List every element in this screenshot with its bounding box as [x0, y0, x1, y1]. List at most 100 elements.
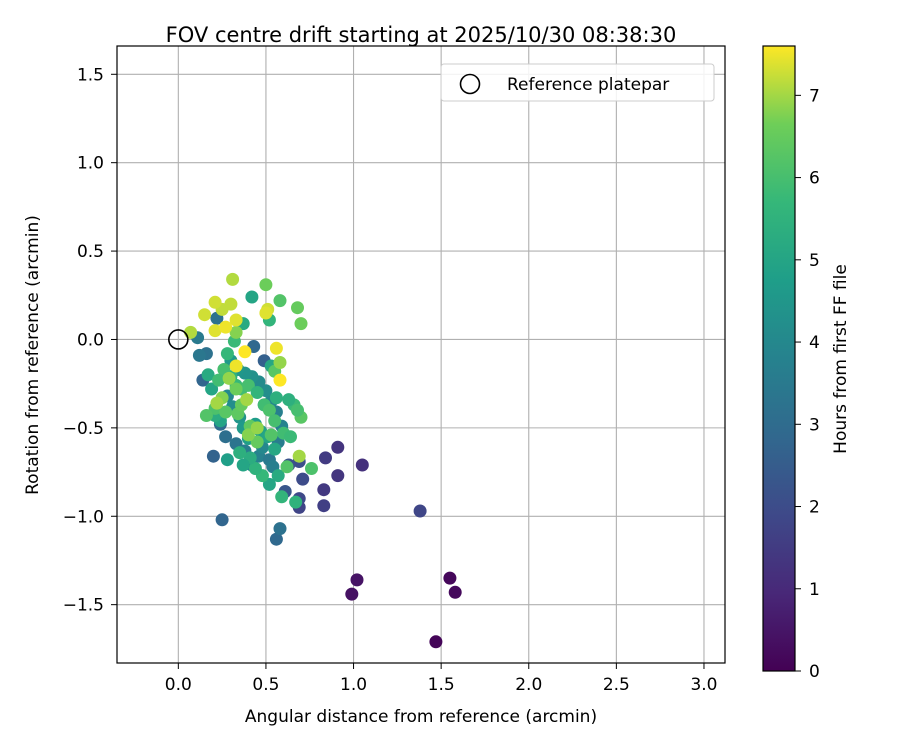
scatter-point	[229, 382, 243, 396]
scatter-point	[273, 294, 287, 308]
scatter-point	[205, 382, 219, 396]
x-tick-label: 1.0	[340, 675, 367, 695]
scatter-point	[289, 495, 303, 509]
scatter-point	[215, 513, 229, 527]
colorbar-tick-label: 3	[809, 415, 820, 435]
y-tick-label: −1.5	[63, 596, 104, 616]
scatter-point	[355, 458, 369, 472]
legend-box	[440, 63, 715, 102]
scatter-point	[273, 356, 287, 369]
scatter-point	[273, 373, 287, 387]
scatter-point	[292, 449, 306, 463]
x-tick-label: 0.0	[165, 675, 192, 695]
scatter-point	[319, 451, 332, 465]
scatter-point	[210, 396, 224, 410]
scatter-points	[184, 272, 462, 649]
colorbar-tick-label: 0	[809, 662, 820, 682]
scatter-point	[345, 587, 359, 601]
scatter-point	[238, 345, 252, 359]
colorbar-tick-label: 2	[809, 498, 820, 518]
y-tick-label: −1.0	[63, 507, 104, 527]
scatter-point	[350, 573, 364, 587]
scatter-point	[259, 278, 273, 292]
colorbar-tick-label: 7	[809, 86, 820, 106]
scatter-point	[248, 462, 262, 475]
x-axis-label: Angular distance from reference (arcmin)	[245, 707, 597, 727]
colorbar-tick-label: 4	[809, 333, 820, 353]
scatter-point	[262, 403, 276, 417]
scatter-point	[241, 428, 255, 442]
chart-title: FOV centre drift starting at 2025/10/30 …	[166, 23, 677, 47]
scatter-point	[269, 391, 283, 405]
scatter-point	[317, 483, 331, 497]
colorbar-tick-label: 1	[809, 580, 820, 600]
scatter-point	[448, 585, 462, 599]
scatter-point	[250, 435, 264, 449]
scatter-point	[268, 442, 282, 456]
x-tick-label: 1.5	[428, 675, 455, 695]
scatter-point	[271, 469, 285, 483]
scatter-point	[280, 460, 294, 474]
scatter-point	[229, 359, 243, 373]
scatter-point	[220, 453, 234, 467]
scatter-point	[184, 325, 198, 339]
scatter-point	[208, 295, 222, 309]
plot-frame	[116, 45, 726, 664]
scatter-point	[305, 462, 318, 475]
scatter-point	[222, 371, 236, 385]
y-tick-label: 0.0	[77, 330, 104, 350]
colorbar-ticks: 0 1 2 3 4 5 6 7	[795, 86, 820, 682]
legend: Reference platepar	[440, 63, 715, 102]
scatter-point	[269, 341, 283, 355]
colorbar-label: Hours from first FF file	[831, 264, 851, 454]
scatter-point	[413, 504, 427, 518]
scatter-point	[250, 386, 264, 399]
scatter-point	[219, 320, 233, 334]
scatter-point	[331, 440, 345, 454]
scatter-point	[219, 405, 233, 419]
scatter-point	[233, 446, 247, 460]
scatter-point	[284, 430, 297, 444]
scatter-point	[245, 290, 259, 304]
scatter-point	[229, 313, 243, 327]
scatter-point	[212, 373, 226, 387]
x-tick-label: 3.0	[690, 675, 717, 695]
scatter-point	[429, 635, 443, 649]
scatter-point	[443, 571, 457, 585]
scatter-point	[226, 272, 240, 286]
scatter-point	[331, 469, 345, 483]
scatter-point	[220, 347, 234, 361]
scatter-point	[199, 409, 213, 422]
scatter-point	[269, 532, 283, 546]
x-tick-label: 2.0	[515, 675, 542, 695]
scatter-point	[317, 499, 331, 513]
scatter-point	[250, 421, 264, 435]
colorbar-tick-label: 5	[809, 251, 820, 271]
scatter-point	[236, 458, 250, 472]
colorbar-gradient	[762, 45, 796, 672]
scatter-point	[259, 306, 273, 320]
scatter-point	[198, 308, 212, 322]
scatter-point	[241, 378, 255, 392]
scatter-point	[296, 472, 310, 486]
y-tick-label: 1.5	[77, 65, 104, 85]
y-tick-label: 0.5	[77, 242, 104, 262]
reference-platepar-marker	[168, 329, 189, 350]
y-axis-label: Rotation from reference (arcmin)	[23, 215, 43, 495]
y-tick-label: 1.0	[77, 154, 104, 174]
colorbar: 0 1 2 3 4 5 6 7 Hours from first FF file	[762, 45, 851, 682]
scatter-point	[264, 428, 278, 442]
scatter-point	[192, 348, 206, 362]
scatter-point	[291, 301, 304, 315]
scatter-point	[219, 430, 233, 444]
scatter-point	[224, 297, 238, 311]
scatter-point	[201, 368, 215, 382]
colorbar-tick-label: 6	[809, 169, 820, 189]
scatter-point	[208, 324, 222, 338]
y-axis-ticks: −1.5 −1.0 −0.5 0.0 0.5 1.0 1.5	[63, 65, 117, 616]
scatter-point	[206, 449, 220, 463]
legend-label: Reference platepar	[507, 75, 669, 95]
scatter-point	[291, 403, 304, 417]
scatter-point	[273, 522, 287, 536]
